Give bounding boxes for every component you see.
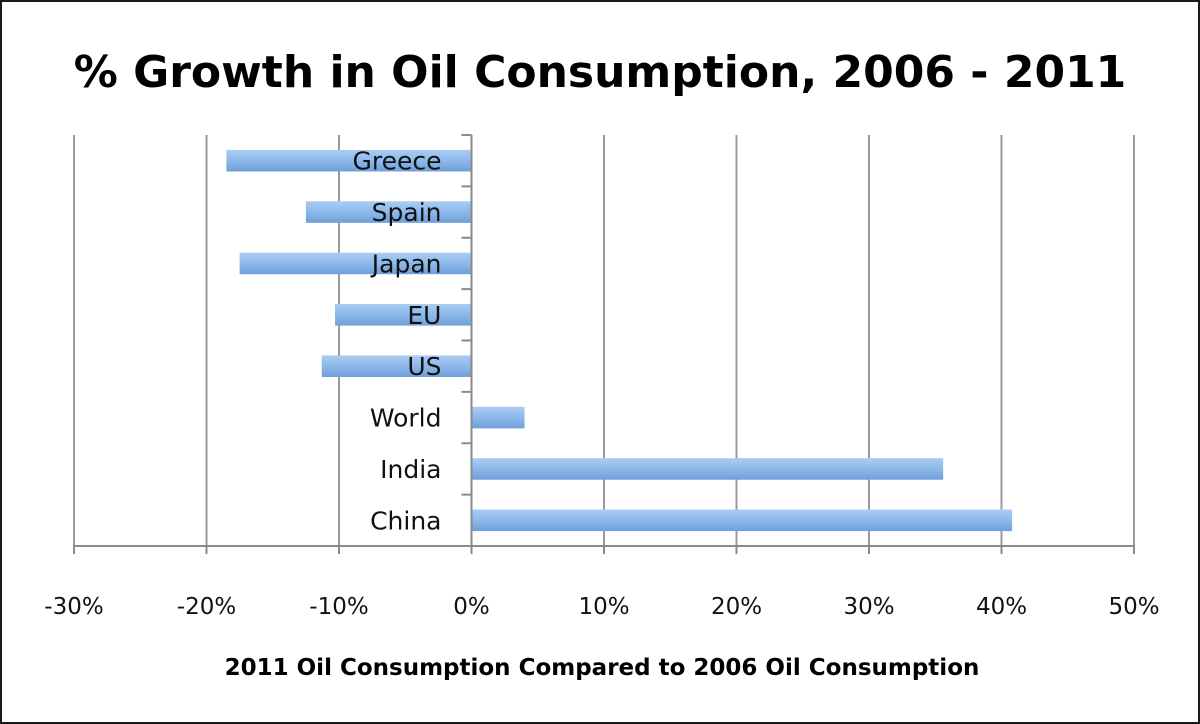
bar-spain — [305, 201, 472, 223]
bar-us — [321, 355, 472, 377]
bar-layer — [226, 149, 1013, 532]
category-label-spain: Spain — [372, 198, 442, 227]
x-tick-label: -10% — [309, 594, 368, 620]
category-label-eu: EU — [407, 301, 441, 330]
bar-china — [471, 509, 1013, 532]
x-tick-label: 10% — [578, 594, 629, 620]
x-tick-label: -20% — [177, 594, 236, 620]
bar-greece — [226, 149, 472, 172]
category-label-japan: Japan — [370, 249, 442, 278]
category-label-india: India — [380, 455, 441, 484]
axis-layer — [73, 134, 1135, 554]
bar-india — [471, 458, 944, 480]
bar-japan — [239, 252, 472, 275]
x-axis-title: 2011 Oil Consumption Compared to 2006 Oi… — [225, 655, 980, 681]
category-label-greece: Greece — [353, 147, 442, 176]
category-label-china: China — [370, 506, 441, 535]
x-tick-label: 0% — [453, 594, 490, 620]
bar-eu — [335, 304, 472, 326]
bar-world — [471, 406, 525, 429]
chart-title: % Growth in Oil Consumption, 2006 - 2011 — [74, 47, 1127, 98]
label-layer: -30% -20% -10% 0% 10% 20% 30% 40% 50% Greece Spain… — [44, 147, 1159, 620]
x-tick-label: 30% — [843, 594, 894, 620]
x-tick-label: -30% — [44, 594, 103, 620]
category-label-world: World — [370, 404, 442, 433]
grid-layer — [73, 135, 1135, 546]
x-tick-label: 20% — [711, 594, 762, 620]
category-label-us: US — [407, 352, 441, 381]
x-tick-label: 50% — [1108, 594, 1159, 620]
x-tick-label: 40% — [976, 594, 1027, 620]
